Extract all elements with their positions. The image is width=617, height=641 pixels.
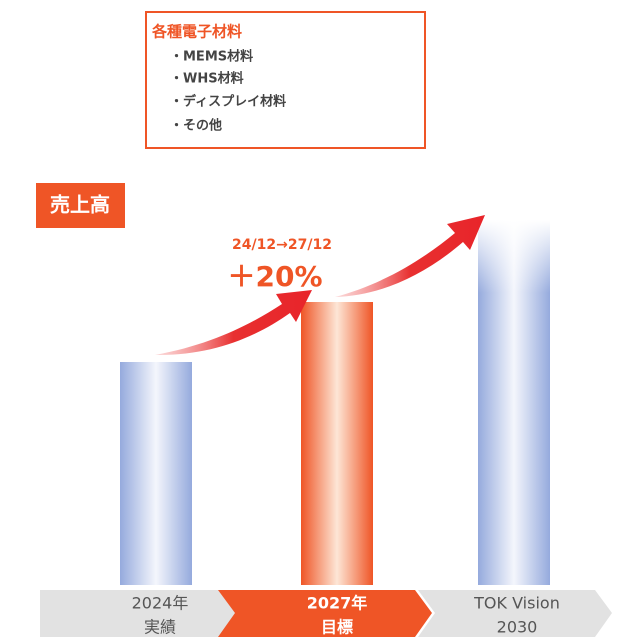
step-year: 2027年 xyxy=(307,594,368,613)
growth: ＋20% xyxy=(227,260,322,293)
step-caption: 目標 xyxy=(321,618,353,637)
step-caption: 実績 xyxy=(144,618,176,637)
label-badge xyxy=(36,183,125,228)
label: 売上高 xyxy=(50,193,110,217)
period: 24/12→27/12 xyxy=(232,237,332,253)
step-chevron xyxy=(418,590,612,637)
box-item: ・MEMS材料 xyxy=(170,49,253,65)
box-item: ・その他 xyxy=(170,118,222,134)
arrow xyxy=(155,290,312,356)
step-chevron xyxy=(218,590,432,637)
bar xyxy=(301,302,373,585)
step-year: TOK Vision xyxy=(473,594,560,613)
box-item: ・ディスプレイ材料 xyxy=(170,94,286,110)
box-item: ・WHS材料 xyxy=(170,71,244,87)
step-chevron xyxy=(40,590,237,637)
step-caption: 2030 xyxy=(497,618,538,637)
materials-box xyxy=(145,11,426,149)
box-title: 各種電子材料 xyxy=(151,23,242,41)
bar-fade xyxy=(478,220,550,585)
step-year: 2024年 xyxy=(132,594,189,613)
arrow xyxy=(335,215,485,297)
bar xyxy=(120,362,192,585)
